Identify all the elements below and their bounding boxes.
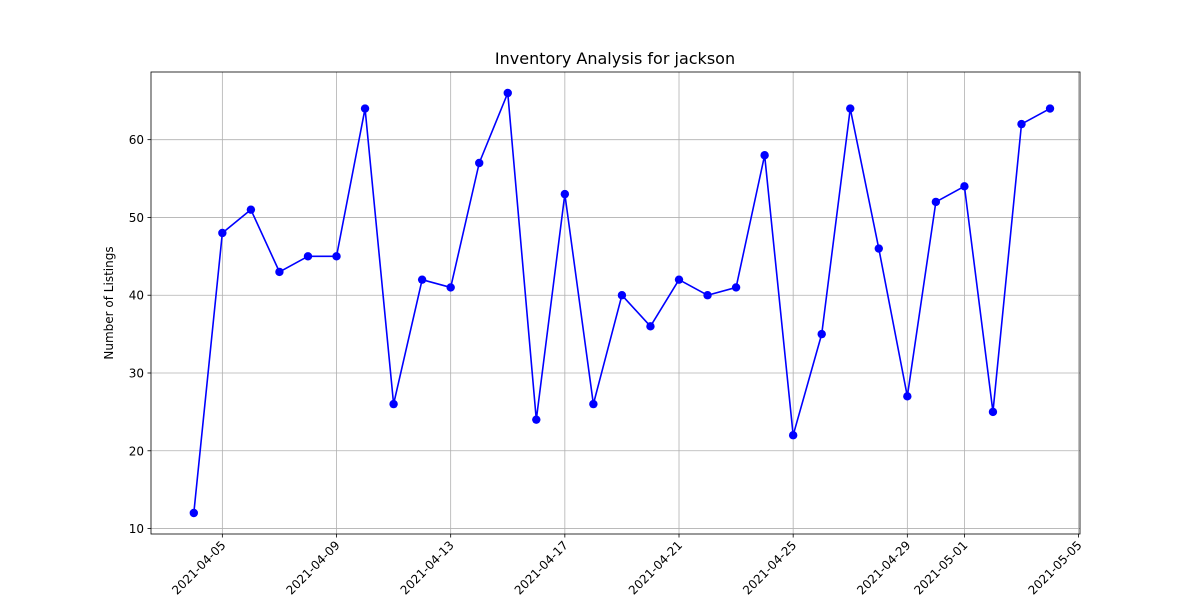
- data-point: [189, 508, 199, 518]
- data-point: [389, 399, 398, 409]
- x-tick-label: 2021-04-17: [512, 538, 571, 597]
- data-point: [303, 252, 313, 261]
- data-point: [731, 283, 741, 292]
- data-point: [988, 407, 998, 417]
- data-point: [446, 283, 455, 292]
- x-tick-label: 2021-04-09: [283, 538, 342, 597]
- data-point: [903, 392, 912, 401]
- data-point: [417, 275, 427, 284]
- x-tick-label: 2021-04-25: [740, 538, 799, 597]
- data-point: [960, 182, 969, 191]
- y-tick-label: 40: [129, 289, 144, 303]
- x-tick-label: 2021-04-29: [854, 538, 913, 597]
- chart-title: Inventory Analysis for jackson: [495, 49, 735, 68]
- data-point: [503, 88, 512, 98]
- data-points: [189, 88, 1055, 518]
- data-point: [1017, 119, 1026, 129]
- y-tick-label: 60: [129, 133, 144, 147]
- data-point: [760, 151, 769, 160]
- x-tick-label: 2021-04-05: [169, 538, 228, 597]
- data-point: [703, 291, 712, 300]
- data-point: [218, 228, 227, 238]
- data-point: [646, 322, 655, 331]
- data-point: [617, 291, 627, 300]
- x-tick-label: 2021-05-05: [1025, 538, 1084, 597]
- data-point: [788, 431, 798, 440]
- data-point: [246, 205, 256, 214]
- axes: 10 20 30 40 50 60 2021-04-05 2021-04-09 2021-04-…: [129, 71, 1085, 597]
- data-point: [275, 267, 284, 277]
- series-line-group: [193, 92, 1051, 514]
- grid-lines: [151, 72, 1080, 534]
- x-tick-label: 2021-05-01: [911, 538, 970, 597]
- data-point: [475, 158, 484, 168]
- data-point: [931, 197, 941, 207]
- data-point: [674, 275, 684, 284]
- x-tick-label: 2021-04-13: [398, 538, 457, 597]
- data-point: [1045, 104, 1055, 113]
- plot-frame: [150, 71, 1081, 535]
- data-point: [560, 189, 570, 199]
- data-point: [360, 104, 370, 113]
- y-tick-label: 30: [129, 367, 144, 381]
- series-line: [193, 92, 1051, 514]
- x-tick-label: 2021-04-21: [626, 538, 685, 597]
- data-point: [589, 399, 598, 409]
- y-axis-label: Number of Listings: [102, 246, 116, 359]
- data-point: [332, 252, 341, 261]
- y-tick-label: 20: [129, 444, 144, 458]
- data-point: [874, 244, 883, 253]
- y-tick-label: 50: [129, 211, 144, 225]
- y-tick-label: 10: [129, 522, 144, 536]
- data-point: [817, 329, 826, 339]
- data-point: [532, 415, 541, 424]
- data-point: [846, 104, 855, 113]
